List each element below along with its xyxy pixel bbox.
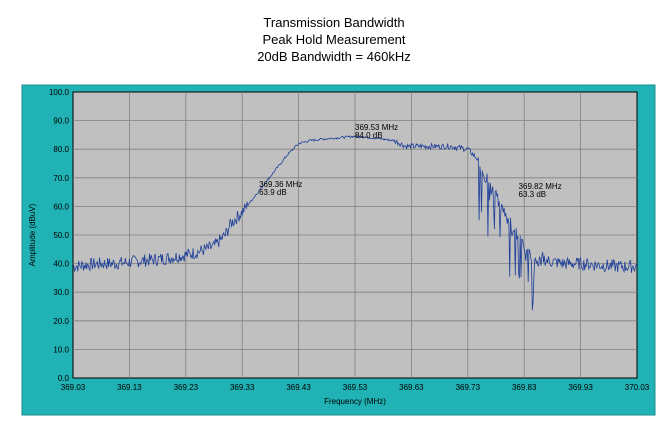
y-tick-label: 0.0 (58, 374, 70, 383)
x-tick-label: 369.73 (456, 383, 481, 392)
chart-title: Transmission Bandwidth (263, 15, 405, 30)
marker-level-label: 63.3 dB (519, 190, 547, 199)
y-tick-label: 30.0 (53, 288, 69, 297)
y-tick-label: 60.0 (53, 202, 69, 211)
x-tick-label: 369.93 (568, 383, 593, 392)
y-tick-label: 10.0 (53, 345, 69, 354)
x-tick-label: 369.33 (230, 383, 255, 392)
y-tick-label: 100.0 (49, 88, 70, 97)
chart-title-block: Transmission Bandwidth Peak Hold Measure… (0, 14, 668, 65)
x-tick-label: 369.43 (286, 383, 311, 392)
y-axis-label: Amplitude (dBuV) (28, 203, 37, 266)
y-tick-label: 90.0 (53, 117, 69, 126)
y-tick-label: 50.0 (53, 231, 69, 240)
y-tick-label: 40.0 (53, 260, 69, 269)
marker-level-label: 63.9 dB (259, 188, 287, 197)
bandwidth-result: 20dB Bandwidth = 460kHz (257, 49, 411, 64)
x-tick-label: 369.23 (174, 383, 199, 392)
x-tick-label: 369.83 (512, 383, 537, 392)
marker-frequency-label: 369.53 MHz (355, 123, 398, 132)
y-tick-label: 70.0 (53, 174, 69, 183)
y-tick-label: 20.0 (53, 317, 69, 326)
marker-frequency-label: 369.36 MHz (259, 180, 302, 189)
x-tick-label: 369.53 (343, 383, 368, 392)
chart-subtitle: Peak Hold Measurement (262, 32, 406, 47)
y-tick-label: 80.0 (53, 145, 69, 154)
x-tick-label: 369.03 (61, 383, 86, 392)
x-tick-label: 370.03 (625, 383, 650, 392)
x-axis-label: Frequency (MHz) (324, 397, 386, 406)
spectrum-trace (72, 134, 638, 311)
x-tick-label: 369.63 (399, 383, 424, 392)
marker-frequency-label: 369.82 MHz (519, 182, 562, 191)
x-tick-label: 369.13 (117, 383, 142, 392)
marker-level-label: 84.0 dB (355, 131, 383, 140)
